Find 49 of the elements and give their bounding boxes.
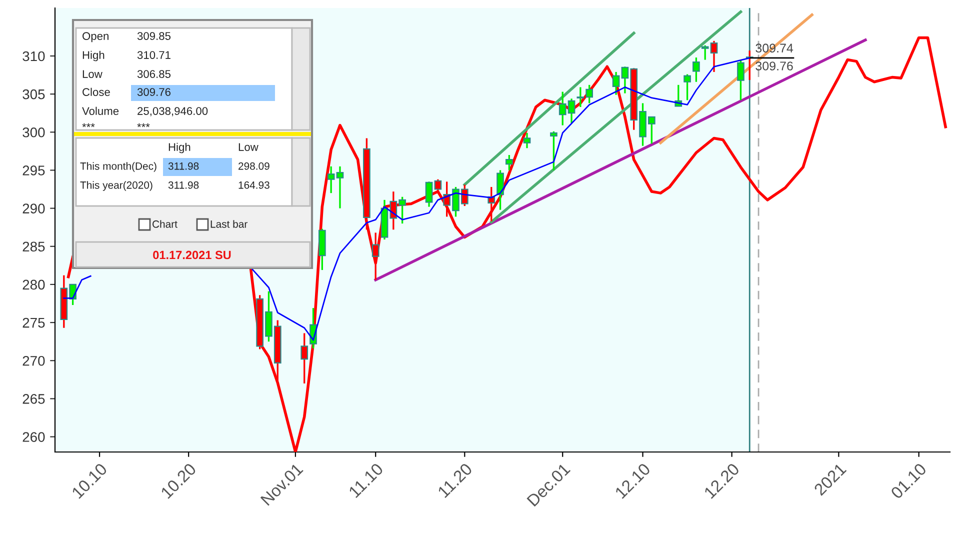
candlestick bbox=[684, 73, 691, 101]
candlestick bbox=[550, 130, 558, 172]
annotation: 306.85 bbox=[137, 70, 171, 78]
candlestick bbox=[496, 169, 504, 211]
y-tick-label: 265 bbox=[22, 394, 45, 404]
annotation: High bbox=[168, 142, 190, 154]
annotation: 309.85 bbox=[137, 32, 171, 40]
annotation: 25,038,946.00 bbox=[138, 107, 208, 116]
candlestick bbox=[523, 132, 531, 149]
annotation: Chart bbox=[152, 220, 178, 228]
annotation: *** bbox=[82, 123, 95, 128]
y-tick-label: 285 bbox=[22, 242, 45, 252]
annotation: 309.76 bbox=[756, 62, 793, 70]
annotation: 311.98 bbox=[168, 162, 199, 170]
annotation: Volume bbox=[82, 106, 119, 115]
candlestick bbox=[737, 58, 744, 101]
annotation: 311.98 bbox=[168, 181, 199, 189]
candlestick bbox=[327, 166, 335, 194]
y-tick-label: 300 bbox=[22, 127, 45, 138]
y-tick-label: 270 bbox=[22, 356, 45, 366]
candlestick bbox=[506, 154, 513, 172]
annotation: This year(2020) bbox=[80, 181, 152, 191]
annotation: Last bar bbox=[210, 220, 248, 228]
candlestick bbox=[692, 56, 700, 83]
annotation: Close bbox=[82, 88, 110, 96]
y-tick-label: 295 bbox=[22, 166, 45, 176]
y-tick-label: 310 bbox=[22, 51, 45, 62]
candlestick bbox=[372, 232, 380, 281]
annotation: 309.76 bbox=[137, 88, 170, 96]
y-tick-label: 305 bbox=[22, 89, 45, 100]
annotation: Low bbox=[238, 143, 258, 151]
annotation: *** bbox=[137, 123, 150, 128]
candlestick bbox=[434, 178, 442, 194]
y-tick-label: 275 bbox=[22, 318, 45, 328]
annotation: 310.71 bbox=[137, 51, 170, 59]
candlestick bbox=[425, 180, 433, 208]
y-tick-label: 260 bbox=[22, 432, 45, 442]
annotation: High bbox=[82, 50, 104, 62]
candlestick bbox=[612, 71, 620, 96]
y-tick-label: 280 bbox=[22, 280, 45, 290]
annotation: Open bbox=[82, 32, 108, 42]
annotation: Low bbox=[82, 70, 102, 78]
candlestick bbox=[300, 332, 308, 384]
annotation: 164.93 bbox=[238, 181, 270, 189]
annotation: 01.17.2021 SU bbox=[153, 250, 231, 260]
annotation: 298.09 bbox=[238, 162, 270, 170]
annotation: This month(Dec) bbox=[80, 162, 156, 172]
candlestick bbox=[336, 166, 344, 210]
y-tick-label: 290 bbox=[22, 204, 45, 214]
